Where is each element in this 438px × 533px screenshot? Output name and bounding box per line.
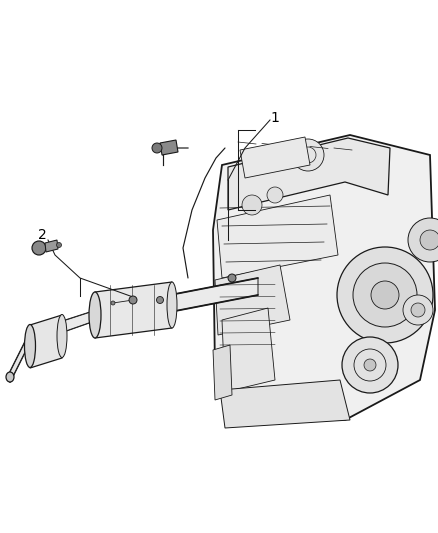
Circle shape — [57, 243, 61, 247]
Polygon shape — [220, 380, 350, 428]
Circle shape — [242, 195, 262, 215]
Circle shape — [420, 230, 438, 250]
Polygon shape — [160, 140, 178, 155]
Circle shape — [408, 218, 438, 262]
Polygon shape — [170, 278, 258, 312]
Polygon shape — [240, 137, 310, 178]
Circle shape — [403, 295, 433, 325]
Circle shape — [129, 296, 137, 304]
Polygon shape — [215, 265, 290, 335]
Polygon shape — [95, 282, 172, 338]
Ellipse shape — [167, 282, 177, 328]
Circle shape — [156, 296, 163, 303]
Circle shape — [364, 359, 376, 371]
Circle shape — [152, 143, 162, 153]
Polygon shape — [30, 315, 62, 368]
Polygon shape — [213, 345, 232, 400]
Circle shape — [228, 274, 236, 282]
Polygon shape — [60, 310, 97, 333]
Polygon shape — [222, 308, 275, 392]
Circle shape — [411, 303, 425, 317]
Ellipse shape — [57, 314, 67, 358]
Text: 1: 1 — [271, 111, 279, 125]
Circle shape — [342, 337, 398, 393]
Circle shape — [371, 281, 399, 309]
Circle shape — [267, 187, 283, 203]
Circle shape — [32, 241, 46, 255]
Ellipse shape — [89, 292, 101, 338]
Ellipse shape — [6, 372, 14, 382]
Text: 2: 2 — [38, 228, 46, 242]
Polygon shape — [217, 195, 338, 278]
Polygon shape — [228, 138, 390, 210]
Circle shape — [353, 263, 417, 327]
Polygon shape — [45, 240, 58, 252]
Polygon shape — [213, 135, 435, 420]
Circle shape — [292, 139, 324, 171]
Circle shape — [337, 247, 433, 343]
Circle shape — [111, 301, 115, 305]
Ellipse shape — [25, 325, 35, 367]
Polygon shape — [10, 328, 32, 382]
